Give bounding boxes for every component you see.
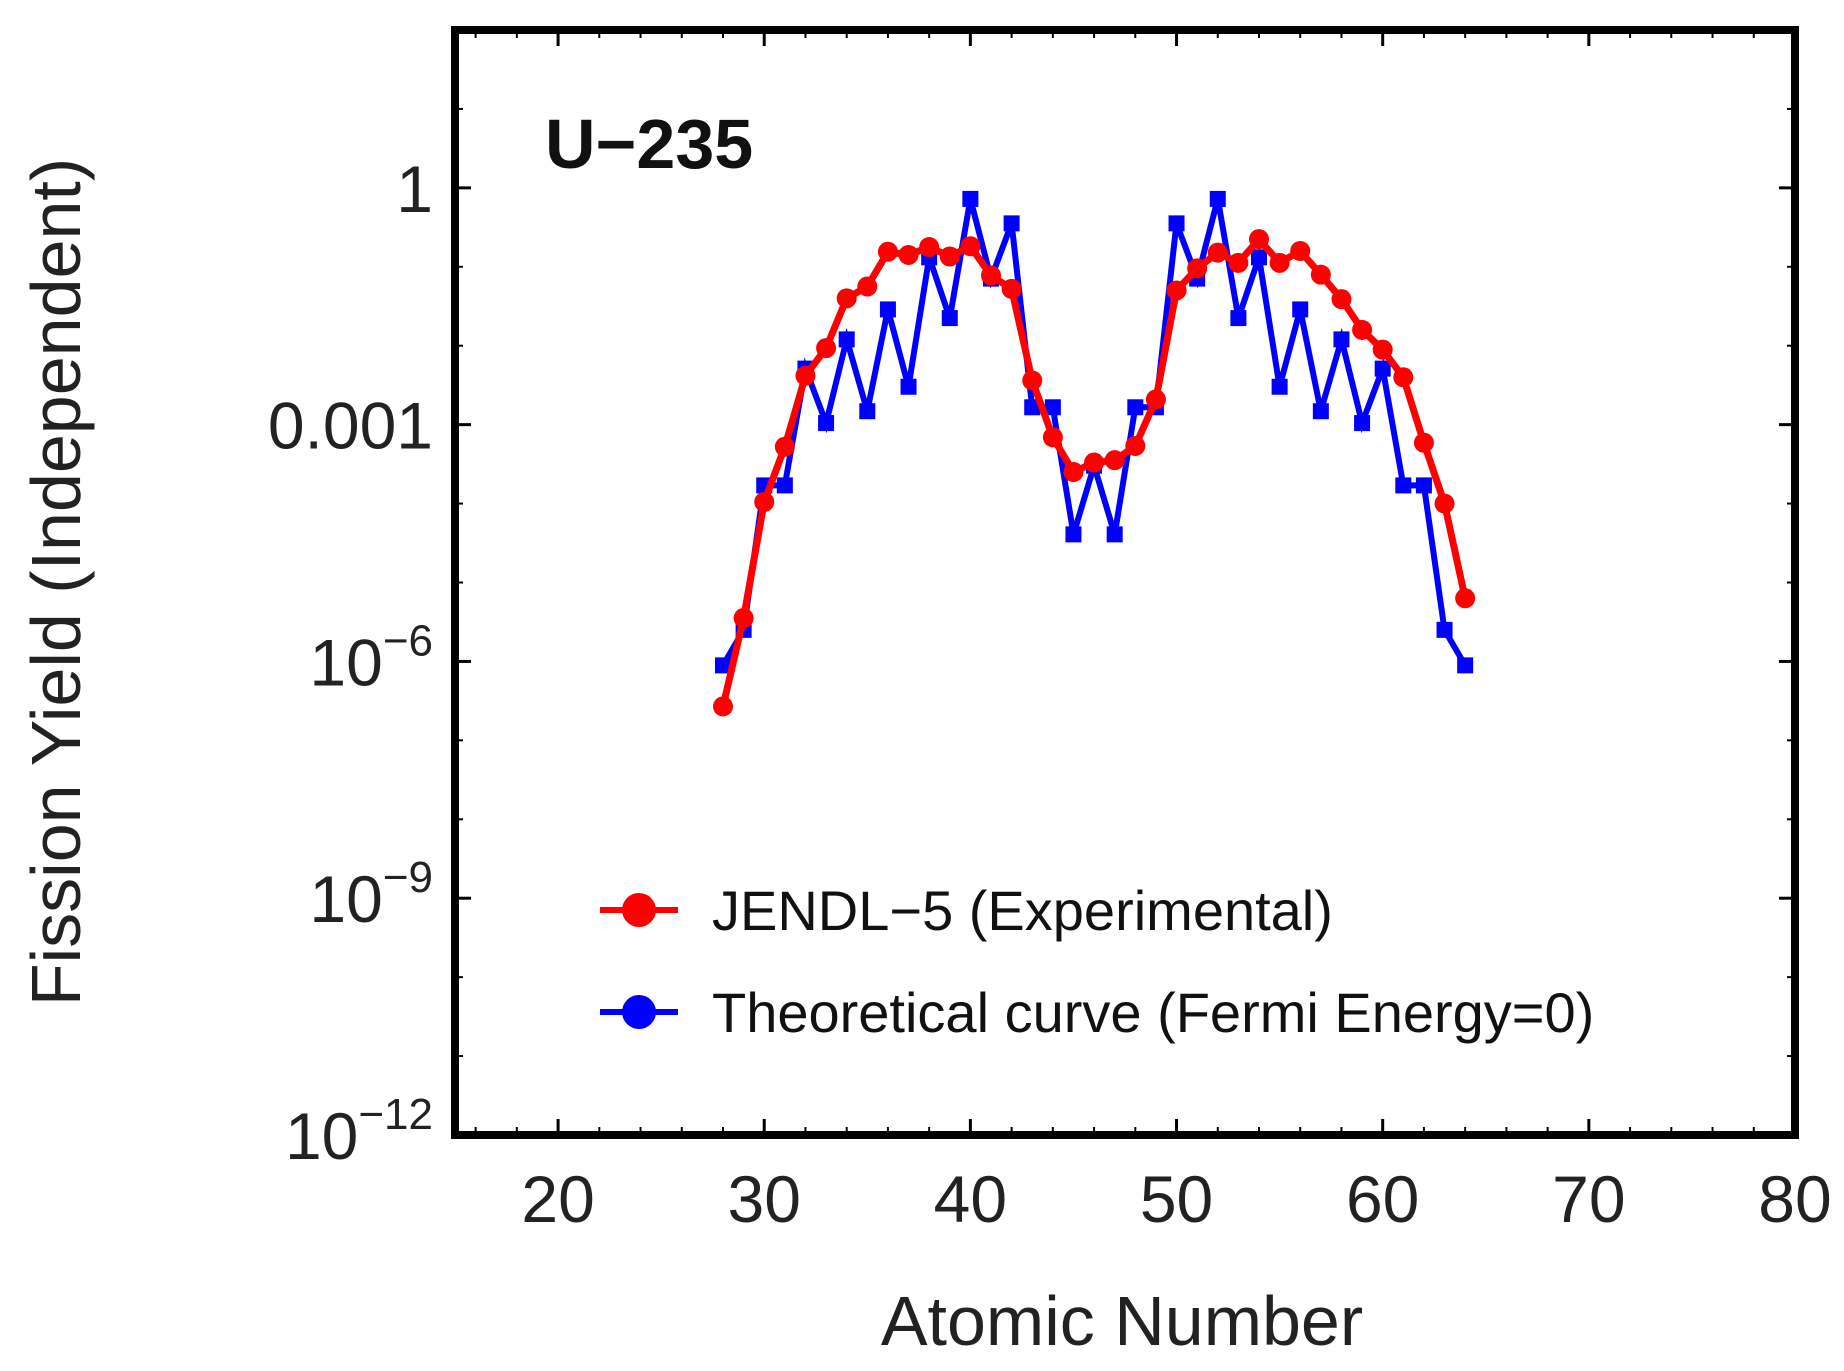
data-point-experimental bbox=[1249, 229, 1269, 250]
plot-frame bbox=[451, 26, 1799, 1139]
y-tick-label: 10−12 bbox=[285, 1090, 433, 1173]
data-point-experimental bbox=[1269, 252, 1290, 273]
data-point-theoretical bbox=[1395, 477, 1412, 494]
data-point-theoretical bbox=[1127, 399, 1144, 416]
data-point-experimental bbox=[816, 338, 837, 359]
data-point-theoretical bbox=[1003, 215, 1020, 232]
data-point-experimental bbox=[1104, 450, 1125, 471]
data-point-theoretical bbox=[1312, 403, 1329, 420]
x-tick-label: 60 bbox=[1346, 1162, 1419, 1236]
legend-entry-theoretical: Theoretical curve (Fermi Energy=0) bbox=[600, 981, 1594, 1044]
data-point-theoretical bbox=[1106, 526, 1123, 543]
data-point-theoretical bbox=[1374, 360, 1391, 377]
data-point-experimental bbox=[1001, 278, 1022, 299]
data-point-experimental bbox=[1084, 452, 1105, 473]
data-point-experimental bbox=[1145, 389, 1166, 410]
data-point-experimental bbox=[1042, 427, 1063, 448]
x-axis-title: Atomic Number bbox=[881, 1282, 1363, 1360]
data-point-experimental bbox=[733, 608, 754, 629]
data-point-experimental bbox=[877, 241, 898, 262]
legend-marker-experimental bbox=[622, 893, 656, 927]
x-tick-label: 30 bbox=[728, 1162, 801, 1236]
plot-background bbox=[455, 30, 1795, 1135]
data-point-theoretical bbox=[1024, 399, 1041, 416]
data-point-experimental bbox=[857, 276, 878, 297]
data-point-theoretical bbox=[1251, 249, 1267, 266]
data-point-theoretical bbox=[838, 331, 855, 348]
data-point-theoretical bbox=[1209, 190, 1226, 207]
y-axis-title: Fission Yield (Independent) bbox=[17, 158, 95, 1006]
x-tick-label: 20 bbox=[521, 1162, 594, 1236]
data-point-theoretical bbox=[1415, 477, 1432, 494]
data-point-theoretical bbox=[1065, 526, 1082, 543]
data-point-experimental bbox=[919, 237, 940, 258]
legend-label-theoretical: Theoretical curve (Fermi Energy=0) bbox=[712, 981, 1594, 1044]
x-tick-label: 40 bbox=[934, 1162, 1007, 1236]
data-point-experimental bbox=[960, 236, 981, 257]
data-point-theoretical bbox=[818, 415, 835, 432]
y-tick-label: 10−9 bbox=[309, 853, 433, 936]
data-point-experimental bbox=[1022, 370, 1043, 391]
data-point-theoretical bbox=[1333, 331, 1350, 348]
data-point-theoretical bbox=[900, 378, 917, 395]
data-point-experimental bbox=[774, 436, 795, 457]
data-point-experimental bbox=[1207, 242, 1228, 263]
data-point-experimental bbox=[1413, 432, 1434, 453]
data-point-experimental bbox=[1187, 258, 1208, 279]
y-tick-label: 0.001 bbox=[268, 389, 433, 463]
data-point-experimental bbox=[1166, 280, 1187, 301]
data-point-theoretical bbox=[1436, 621, 1453, 638]
legend-marker-theoretical bbox=[622, 995, 656, 1029]
data-point-theoretical bbox=[859, 403, 876, 420]
legend-entry-experimental: JENDL−5 (Experimental) bbox=[600, 879, 1333, 942]
legend: JENDL−5 (Experimental) Theoretical curve… bbox=[600, 879, 1594, 1044]
data-point-theoretical bbox=[1354, 415, 1371, 432]
data-point-experimental bbox=[1331, 289, 1352, 310]
data-point-experimental bbox=[939, 246, 960, 267]
y-tick-label: 10−6 bbox=[309, 616, 433, 699]
annotation-label: U−235 bbox=[545, 105, 753, 183]
data-point-theoretical bbox=[1230, 310, 1247, 327]
series-layer bbox=[713, 190, 1476, 717]
data-point-experimental bbox=[1352, 319, 1373, 340]
data-point-experimental bbox=[1228, 252, 1249, 273]
data-point-theoretical bbox=[715, 657, 731, 674]
data-point-experimental bbox=[795, 365, 816, 386]
data-point-theoretical bbox=[1168, 215, 1185, 232]
data-point-experimental bbox=[898, 244, 919, 265]
data-point-theoretical bbox=[776, 477, 793, 494]
data-point-theoretical bbox=[941, 310, 958, 327]
data-point-experimental bbox=[1290, 241, 1311, 261]
data-point-theoretical bbox=[1457, 657, 1474, 674]
data-point-experimental bbox=[1063, 462, 1084, 482]
data-point-experimental bbox=[981, 265, 1001, 286]
data-point-theoretical bbox=[1271, 378, 1288, 395]
y-tick-labels: 10−12 10−9 10−6 0.001 1 bbox=[268, 152, 433, 1173]
data-point-theoretical bbox=[1292, 301, 1309, 318]
data-point-experimental bbox=[1434, 493, 1455, 514]
data-point-experimental bbox=[754, 491, 775, 512]
data-point-experimental bbox=[713, 696, 733, 717]
legend-label-experimental: JENDL−5 (Experimental) bbox=[712, 879, 1333, 942]
data-point-experimental bbox=[1125, 435, 1146, 456]
data-point-theoretical bbox=[962, 190, 979, 207]
data-point-experimental bbox=[1372, 339, 1393, 360]
data-point-experimental bbox=[1310, 264, 1331, 285]
x-tick-labels: 20 30 40 50 60 70 80 bbox=[521, 1162, 1831, 1236]
data-point-experimental bbox=[1455, 588, 1476, 609]
data-point-experimental bbox=[1393, 367, 1414, 388]
data-point-theoretical bbox=[1044, 399, 1061, 416]
x-tick-label: 70 bbox=[1552, 1162, 1625, 1236]
y-tick-label: 1 bbox=[396, 152, 433, 226]
x-tick-label: 50 bbox=[1140, 1162, 1213, 1236]
x-tick-label: 80 bbox=[1758, 1162, 1831, 1236]
data-point-theoretical bbox=[879, 301, 896, 318]
data-point-experimental bbox=[836, 288, 857, 309]
